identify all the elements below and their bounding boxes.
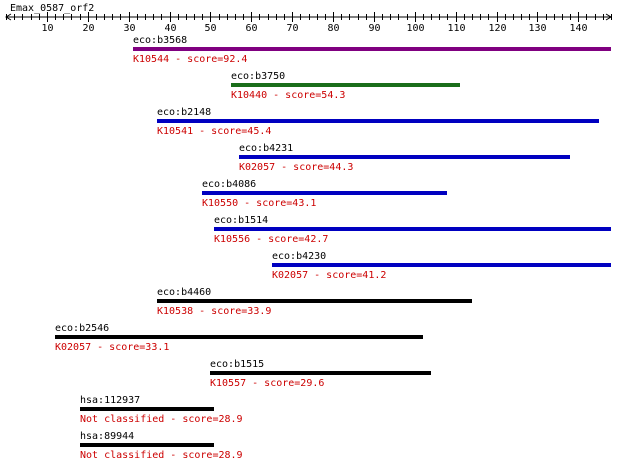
hit-score-label[interactable]: K02057 - score=33.1 (55, 342, 169, 353)
hit-score-label[interactable]: K10440 - score=54.3 (231, 90, 345, 101)
axis-tick-label: 130 (528, 23, 546, 34)
hit-bar[interactable] (239, 155, 570, 159)
hit-gene-label[interactable]: eco:b1514 (214, 215, 268, 226)
hit-bar[interactable] (133, 47, 611, 51)
hit-score-label[interactable]: K10544 - score=92.4 (133, 54, 247, 65)
hit-score-label[interactable]: K02057 - score=41.2 (272, 270, 386, 281)
hit-row[interactable]: eco:b4086 K10550 - score=43.1 (202, 179, 447, 209)
axis-tick-label: 30 (123, 23, 135, 34)
axis-tick-label: 50 (204, 23, 216, 34)
hit-list: eco:b3568 K10544 - score=92.4 eco:b3750 K10… (55, 35, 611, 461)
hit-score-label[interactable]: K10541 - score=45.4 (157, 126, 271, 137)
axis-tick-label: 70 (286, 23, 298, 34)
position-axis: 10 20 30 40 50 60 70 80 90 100 110 120 130 140 (5, 12, 612, 34)
hit-bar[interactable] (55, 335, 423, 339)
hit-score-label[interactable]: K02057 - score=44.3 (239, 162, 353, 173)
hit-bar[interactable] (272, 263, 611, 267)
hit-row[interactable]: hsa:89944 Not classified - score=28.9 (80, 431, 243, 461)
hit-score-label[interactable]: Not classified - score=28.9 (80, 414, 243, 425)
hit-bar[interactable] (231, 83, 460, 87)
hit-bar[interactable] (210, 371, 431, 375)
hit-row[interactable]: eco:b1514 K10556 - score=42.7 (214, 215, 611, 245)
hit-row[interactable]: eco:b4230 K02057 - score=41.2 (272, 251, 611, 281)
hit-score-label[interactable]: K10550 - score=43.1 (202, 198, 316, 209)
axis-tick-label: 80 (327, 23, 339, 34)
axis-tick-label: 20 (82, 23, 94, 34)
hit-gene-label[interactable]: eco:b2148 (157, 107, 211, 118)
hit-gene-label[interactable]: eco:b2546 (55, 323, 109, 334)
hit-bar[interactable] (214, 227, 611, 231)
hit-gene-label[interactable]: eco:b3568 (133, 35, 187, 46)
hit-bar[interactable] (157, 299, 472, 303)
axis-tick-label: 140 (569, 23, 587, 34)
hit-bar[interactable] (202, 191, 447, 195)
hit-gene-label[interactable]: eco:b3750 (231, 71, 285, 82)
hit-row[interactable]: eco:b4231 K02057 - score=44.3 (239, 143, 570, 173)
hit-gene-label[interactable]: hsa:89944 (80, 431, 134, 442)
hit-score-label[interactable]: K10557 - score=29.6 (210, 378, 324, 389)
hit-gene-label[interactable]: eco:b4086 (202, 179, 256, 190)
hit-bar[interactable] (80, 443, 214, 447)
hit-row[interactable]: hsa:112937 Not classified - score=28.9 (80, 395, 243, 425)
hit-row[interactable]: eco:b4460 K10538 - score=33.9 (157, 287, 472, 317)
hit-row[interactable]: eco:b3750 K10440 - score=54.3 (231, 71, 460, 101)
hit-gene-label[interactable]: eco:b1515 (210, 359, 264, 370)
hit-row[interactable]: eco:b3568 K10544 - score=92.4 (133, 35, 611, 65)
axis-tick-label: 40 (164, 23, 176, 34)
query-title: Emax_0587_orf2 (10, 3, 94, 14)
hit-bar[interactable] (157, 119, 599, 123)
hit-gene-label[interactable]: eco:b4460 (157, 287, 211, 298)
axis-tick-label: 100 (406, 23, 424, 34)
hit-bar[interactable] (80, 407, 214, 411)
hit-row[interactable]: eco:b1515 K10557 - score=29.6 (210, 359, 431, 389)
axis-tick-label: 60 (245, 23, 257, 34)
hit-gene-label[interactable]: eco:b4230 (272, 251, 326, 262)
hit-score-label[interactable]: Not classified - score=28.9 (80, 450, 243, 461)
axis-tick-label: 120 (488, 23, 506, 34)
hit-gene-label[interactable]: eco:b4231 (239, 143, 293, 154)
axis-tick-label: 10 (41, 23, 53, 34)
hit-row[interactable]: eco:b2546 K02057 - score=33.1 (55, 323, 423, 353)
hit-row[interactable]: eco:b2148 K10541 - score=45.4 (157, 107, 599, 137)
hit-score-label[interactable]: K10556 - score=42.7 (214, 234, 328, 245)
axis-tick-label: 90 (368, 23, 380, 34)
hit-gene-label[interactable]: hsa:112937 (80, 395, 140, 406)
axis-tick-label: 110 (447, 23, 465, 34)
hit-score-label[interactable]: K10538 - score=33.9 (157, 306, 271, 317)
